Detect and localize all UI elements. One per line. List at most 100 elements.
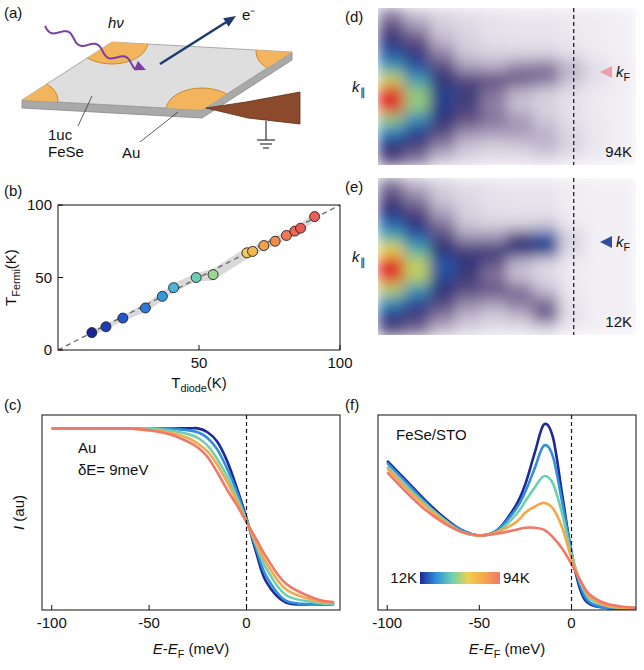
temperature-label: 94K (605, 143, 632, 160)
heat-cell (559, 139, 585, 153)
plot-frame (42, 415, 340, 610)
heat-cell (610, 257, 636, 271)
heat-cell (507, 309, 533, 323)
photon-label: hν (108, 14, 124, 31)
heat-cell (430, 113, 456, 127)
heat-cell (559, 309, 585, 323)
heat-cell (559, 230, 585, 244)
edc-curve (52, 428, 334, 602)
heat-cell (533, 60, 559, 74)
heat-cell (430, 230, 456, 244)
plot-area (52, 415, 334, 610)
au-pad (256, 30, 328, 74)
heat-cell (430, 309, 456, 323)
heat-cell (481, 34, 507, 48)
heat-cell (430, 34, 456, 48)
panel-label: (c) (4, 396, 22, 413)
ground-symbol (263, 147, 269, 148)
heat-cell (430, 8, 456, 22)
axis-title: Tdiode(K) (171, 374, 227, 394)
heat-cell (610, 8, 636, 22)
heat-cell (559, 283, 585, 297)
heat-cell (404, 230, 430, 244)
heat-cell (507, 152, 533, 165)
heat-cell (533, 47, 559, 61)
heat-cell (481, 8, 507, 22)
heat-cell (533, 8, 559, 22)
heat-cell (455, 257, 481, 271)
data-point (140, 303, 150, 313)
heat-cell (404, 204, 430, 218)
heat-cell (404, 113, 430, 127)
data-point (259, 241, 269, 251)
heat-cell (559, 60, 585, 74)
heat-cell (404, 34, 430, 48)
heat-cell (430, 217, 456, 231)
heat-cell (481, 243, 507, 257)
heat-cell (507, 296, 533, 310)
heat-cell (584, 204, 610, 218)
data-point (208, 270, 218, 280)
heat-cell (378, 21, 404, 35)
edc-curve (52, 428, 334, 604)
heat-cell (533, 296, 559, 310)
panel-title: FeSe/STO (396, 426, 467, 443)
heat-cell (610, 191, 636, 205)
panel-label: (e) (345, 178, 363, 195)
heat-cell (533, 309, 559, 323)
heat-cell (378, 191, 404, 205)
x-tick (149, 605, 150, 610)
heat-cell (481, 296, 507, 310)
kf-label: kF (616, 63, 631, 83)
heat-cell (559, 73, 585, 87)
heat-cell (481, 126, 507, 140)
heat-cell (481, 283, 507, 297)
heat-cell (430, 73, 456, 87)
panel-d: (d)kFk∥94K (345, 8, 637, 166)
kf-marker (600, 66, 612, 78)
heat-cell (584, 296, 610, 310)
heat-cell (584, 191, 610, 205)
heat-cell (455, 296, 481, 310)
axis-title: E-EF (meV) (469, 640, 546, 660)
heat-cell (507, 126, 533, 140)
x-tick-label: 50 (191, 354, 208, 371)
text-part: (meV) (184, 640, 229, 657)
heat-cell (455, 139, 481, 153)
heat-cell (559, 191, 585, 205)
heat-cell (559, 217, 585, 231)
heat-cell (430, 322, 456, 335)
panel-e: (e)kFk∥12K (345, 178, 637, 336)
heat-cell (507, 283, 533, 297)
heat-cell (378, 152, 404, 165)
heat-cell (481, 139, 507, 153)
reference-line (58, 205, 340, 350)
x-tick-label: -100 (372, 614, 402, 631)
plot-area (387, 415, 636, 610)
heat-cell (559, 152, 585, 165)
heat-cell (378, 100, 404, 114)
heat-cell (610, 21, 636, 35)
heat-cell (378, 139, 404, 153)
heat-cell (481, 152, 507, 165)
data-point (270, 236, 280, 246)
heat-cell (507, 34, 533, 48)
text-part: ∥ (360, 86, 366, 99)
text-part: T (171, 374, 180, 391)
y-tick (58, 205, 63, 206)
heat-cell (430, 21, 456, 35)
text-part: (meV) (500, 640, 545, 657)
heat-cell (430, 296, 456, 310)
heat-cell (455, 113, 481, 127)
data-point (157, 291, 167, 301)
ground-symbol (257, 139, 275, 140)
probe (206, 92, 300, 124)
heat-cell (559, 243, 585, 257)
heat-cell (455, 270, 481, 284)
heat-cell (378, 73, 404, 87)
y-tick (58, 277, 63, 278)
heat-cell (559, 8, 585, 22)
heat-cell (430, 152, 456, 165)
heat-cell (584, 283, 610, 297)
heat-cell (404, 257, 430, 271)
